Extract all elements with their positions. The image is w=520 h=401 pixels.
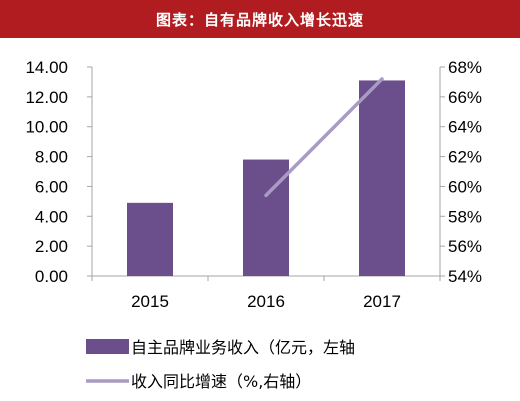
left-tick-label: 14.00 <box>25 58 68 77</box>
left-tick-label: 2.00 <box>35 237 68 256</box>
bar <box>127 202 173 276</box>
legend-label-line: 收入同比增速（%,右轴） <box>131 372 311 391</box>
x-tick-label: 2016 <box>247 292 285 311</box>
bar-series <box>127 80 405 276</box>
x-axis-ticks: 2015 2016 2017 <box>131 292 401 311</box>
line-series <box>264 77 384 198</box>
left-tick-label: 12.00 <box>25 88 68 107</box>
x-tick-label: 2015 <box>131 292 169 311</box>
legend-swatch-bar <box>86 339 129 354</box>
left-axis-ticks: 0.00 2.00 4.00 6.00 8.00 10.00 12.00 14.00 <box>25 58 92 286</box>
right-tick-label: 64% <box>448 118 482 137</box>
bar <box>359 80 405 276</box>
line-series-path <box>264 77 384 198</box>
left-tick-label: 8.00 <box>35 148 68 167</box>
left-tick-label: 4.00 <box>35 207 68 226</box>
right-tick-label: 58% <box>448 207 482 226</box>
right-tick-label: 62% <box>448 148 482 167</box>
right-tick-label: 60% <box>448 177 482 196</box>
right-tick-label: 54% <box>448 267 482 286</box>
chart-title-bar: 图表：自有品牌收入增长迅速 <box>0 0 520 38</box>
left-tick-label: 6.00 <box>35 177 68 196</box>
right-tick-label: 56% <box>448 237 482 256</box>
legend-label-bar: 自主品牌业务收入（亿元，左轴 <box>131 338 355 357</box>
chart-title: 图表：自有品牌收入增长迅速 <box>155 10 364 29</box>
x-tick-label: 2017 <box>363 292 401 311</box>
right-axis-ticks: 54% 56% 58% 60% 62% 64% 66% 68% <box>440 58 482 286</box>
left-tick-label: 10.00 <box>25 118 68 137</box>
left-tick-label: 0.00 <box>35 267 68 286</box>
right-tick-label: 66% <box>448 88 482 107</box>
right-tick-label: 68% <box>448 58 482 77</box>
